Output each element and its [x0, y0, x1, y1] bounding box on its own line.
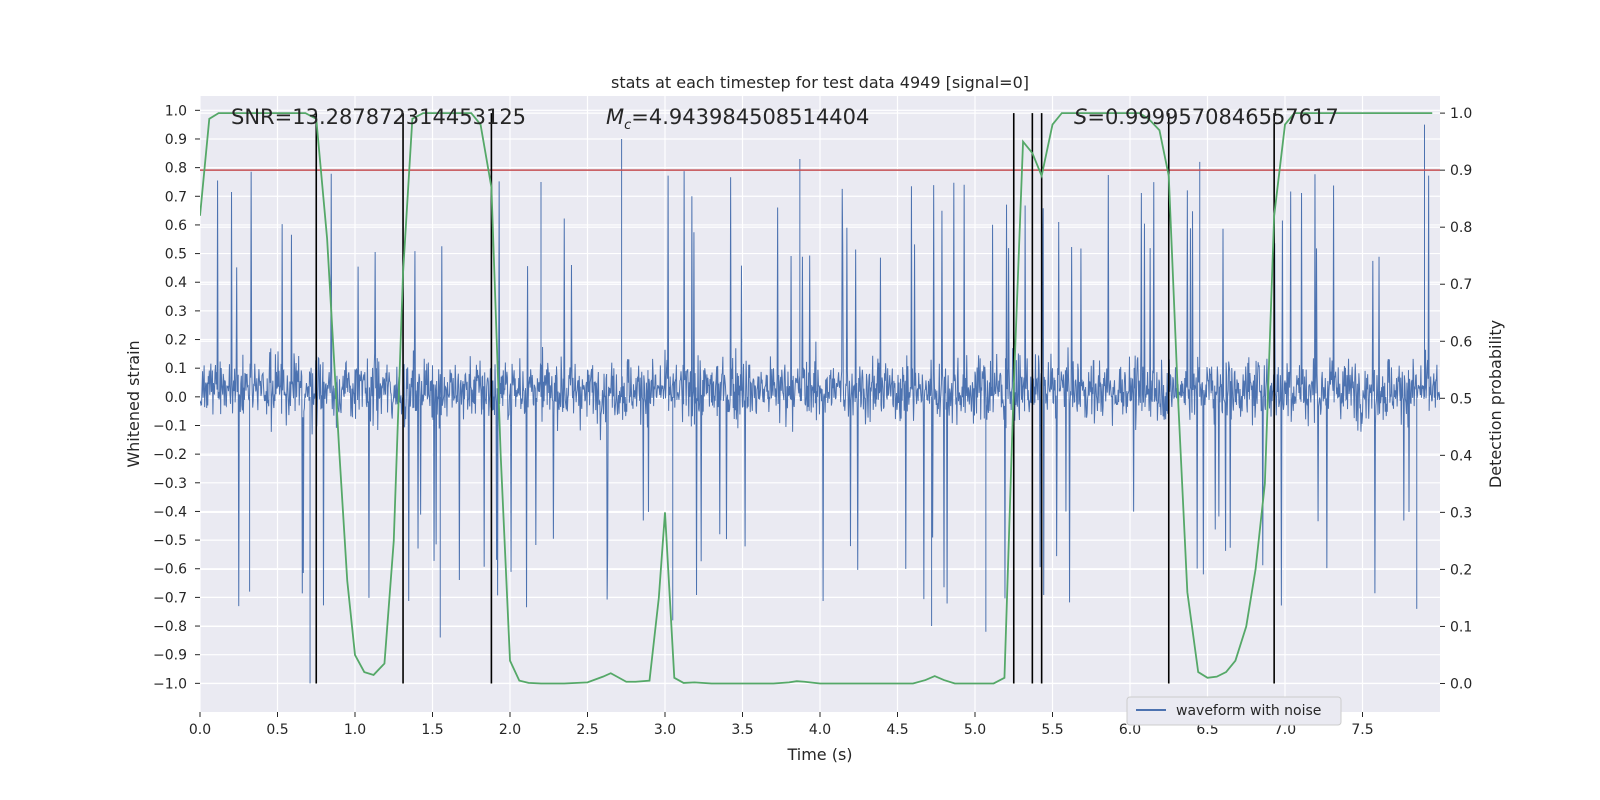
chirp-mass-subscript: c	[624, 118, 631, 133]
y-left-tick-label: 0.7	[165, 189, 187, 205]
y-left-tick-label: −0.8	[153, 619, 187, 635]
y-left-tick-label: 0.9	[165, 132, 187, 148]
y-left-tick-label: 0.5	[165, 247, 187, 263]
y-left-tick-label: 0.1	[165, 361, 187, 377]
y-right-tick-label: 0.8	[1450, 220, 1472, 236]
y-left-tick-label: 0.3	[165, 304, 187, 320]
x-tick-label: 2.5	[576, 722, 598, 738]
x-tick-label: 0.5	[266, 722, 288, 738]
y-left-tick-label: −0.3	[153, 476, 187, 492]
y-right-tick-label: 0.9	[1450, 163, 1472, 179]
y-left-tick-label: 1.0	[165, 103, 187, 119]
x-tick-label: 4.0	[809, 722, 831, 738]
x-tick-label: 6.5	[1196, 722, 1218, 738]
y-left-tick-label: −0.1	[153, 418, 187, 434]
waveform-series	[200, 124, 1440, 684]
chart-title: stats at each timestep for test data 494…	[611, 73, 1029, 92]
chirp-mass-annotation: Mc=4.943984508514404	[606, 105, 869, 133]
legend: waveform with noise	[1126, 696, 1342, 726]
detection-probability-line	[200, 112, 1433, 685]
y-left-axis-ticks: 1.0 0.9 0.8 0.7 0.6 0.5 0.4 0.3 0.2 0.1 0.0 −0.1 −0.…	[153, 103, 200, 692]
snr-annotation: SNR=13.287872314453125	[231, 105, 526, 129]
y-left-tick-label: 0.6	[165, 218, 187, 234]
waveform-path	[200, 124, 1440, 684]
x-axis-label: Time (s)	[786, 745, 852, 764]
chirp-mass-symbol: M	[606, 105, 624, 129]
y-right-tick-label: 0.1	[1450, 619, 1472, 635]
y-left-tick-label: 0.2	[165, 333, 187, 349]
y-left-tick-label: 0.8	[165, 161, 187, 177]
detection-probability-series	[200, 112, 1433, 685]
y-left-tick-label: −1.0	[153, 676, 187, 692]
y-right-tick-label: 0.6	[1450, 334, 1472, 350]
x-tick-label: 1.0	[344, 722, 366, 738]
y-right-tick-label: 0.5	[1450, 391, 1472, 407]
y-right-tick-label: 1.0	[1450, 106, 1472, 122]
y-right-axis-ticks: 1.0 0.9 0.8 0.7 0.6 0.5 0.4 0.3 0.2 0.1 0.0	[1440, 106, 1472, 692]
y-left-tick-label: −0.2	[153, 447, 187, 463]
x-tick-label: 7.0	[1274, 722, 1296, 738]
x-tick-label: 1.5	[421, 722, 443, 738]
y-left-tick-label: −0.5	[153, 533, 187, 549]
x-tick-label: 2.0	[499, 722, 521, 738]
y-left-tick-label: −0.7	[153, 590, 187, 606]
y-left-tick-label: −0.6	[153, 562, 187, 578]
s-symbol: S	[1074, 105, 1087, 129]
y-right-axis-label: Detection probability	[1486, 320, 1505, 488]
x-tick-label: 3.0	[654, 722, 676, 738]
y-left-axis-label: Whitened strain	[124, 340, 143, 467]
x-tick-label: 0.0	[189, 722, 211, 738]
y-right-tick-label: 0.3	[1450, 505, 1472, 521]
s-annotation: S=0.9999570846557617	[1074, 105, 1339, 129]
y-right-tick-label: 0.2	[1450, 562, 1472, 578]
x-tick-label: 6.0	[1119, 722, 1141, 738]
y-left-tick-label: −0.4	[153, 504, 187, 520]
y-right-tick-label: 0.0	[1450, 676, 1472, 692]
y-left-tick-label: 0.4	[165, 275, 187, 291]
x-axis-ticks: 0.0 0.5 1.0 1.5 2.0 2.5 3.0 3.5 4.0 4.5 5.0 5.5 6.0 6…	[189, 712, 1374, 738]
s-value: =0.9999570846557617	[1087, 105, 1338, 129]
legend-box	[1126, 696, 1342, 726]
x-tick-label: 4.5	[886, 722, 908, 738]
y-right-tick-label: 0.7	[1450, 277, 1472, 293]
y-left-tick-label: 0.0	[165, 390, 187, 406]
x-tick-label: 5.5	[1041, 722, 1063, 738]
x-tick-label: 3.5	[731, 722, 753, 738]
x-tick-label: 5.0	[964, 722, 986, 738]
chirp-mass-value: =4.943984508514404	[631, 105, 869, 129]
legend-label-waveform: waveform with noise	[1176, 703, 1321, 719]
x-tick-label: 7.5	[1351, 722, 1373, 738]
y-right-tick-label: 0.4	[1450, 448, 1472, 464]
y-left-tick-label: −0.9	[153, 648, 187, 664]
